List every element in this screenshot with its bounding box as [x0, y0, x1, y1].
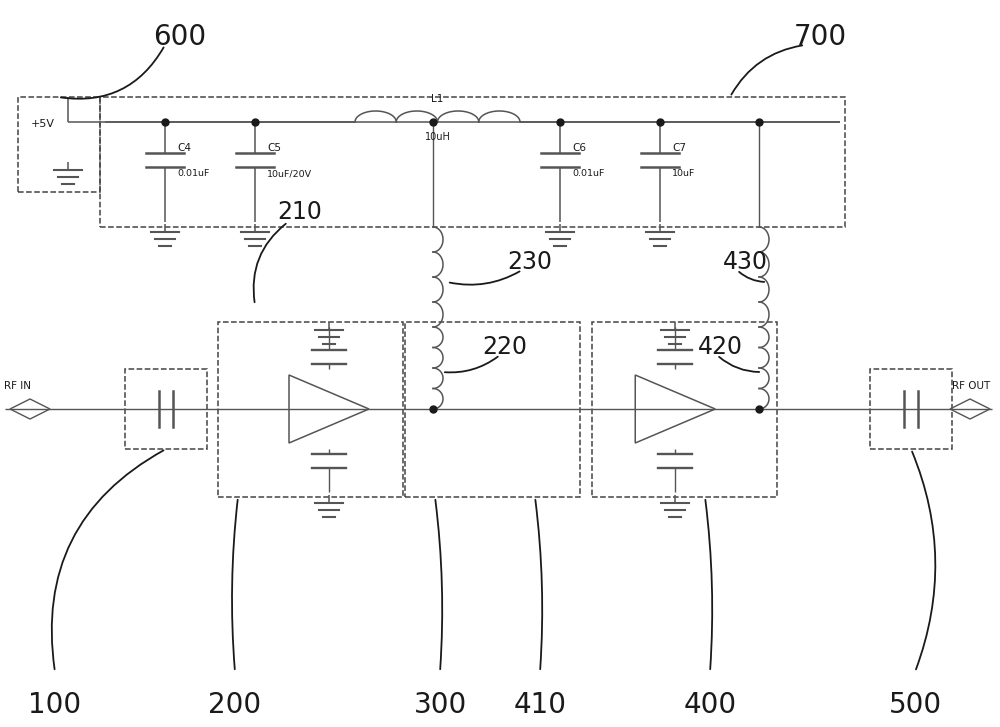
Text: 600: 600 — [153, 23, 207, 51]
Text: 10uF/20V: 10uF/20V — [267, 169, 312, 179]
Text: 100: 100 — [28, 691, 82, 719]
Text: RF IN: RF IN — [4, 381, 31, 391]
Text: C4: C4 — [177, 143, 191, 153]
Text: L1: L1 — [431, 94, 444, 104]
Text: 500: 500 — [888, 691, 942, 719]
Text: 210: 210 — [278, 200, 322, 224]
Bar — [405, 322, 580, 497]
Bar — [125, 369, 207, 449]
Text: +5V: +5V — [31, 119, 55, 129]
Text: 220: 220 — [482, 335, 528, 359]
Text: 420: 420 — [698, 335, 742, 359]
Text: 410: 410 — [514, 691, 566, 719]
Bar — [100, 97, 845, 227]
Text: C6: C6 — [572, 143, 586, 153]
Text: 0.01uF: 0.01uF — [177, 169, 209, 179]
Text: 230: 230 — [508, 250, 552, 274]
Bar — [18, 97, 100, 192]
Text: 430: 430 — [722, 250, 768, 274]
Text: 0.01uF: 0.01uF — [572, 169, 604, 179]
Text: C5: C5 — [267, 143, 281, 153]
Bar — [218, 322, 403, 497]
Text: 10uF: 10uF — [672, 169, 695, 179]
Text: 300: 300 — [413, 691, 467, 719]
Text: 400: 400 — [683, 691, 737, 719]
Text: C7: C7 — [672, 143, 686, 153]
Text: RF OUT: RF OUT — [952, 381, 990, 391]
Text: 200: 200 — [208, 691, 262, 719]
Bar — [870, 369, 952, 449]
Text: 700: 700 — [793, 23, 847, 51]
Bar — [592, 322, 777, 497]
Text: 10uH: 10uH — [425, 132, 450, 142]
